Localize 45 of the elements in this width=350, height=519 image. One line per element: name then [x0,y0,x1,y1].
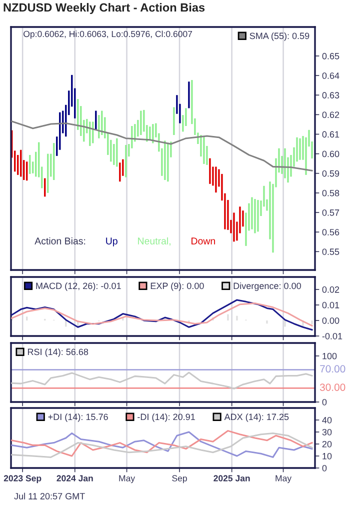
y-tick-label: 0.65 [322,52,340,60]
x-tick-label: Sep [172,475,187,484]
y-tick-label: 0.62 [322,112,340,118]
ref-line-label: 70.00 [320,365,346,373]
legend-label: -DI (14): 20.91 [138,413,195,422]
y-tick-label: 0.64 [322,72,340,79]
text: Jul 11 20:57 GMT [14,492,85,500]
legend-label: SMA (55): 0.59 [250,32,310,41]
x-tick-label: 2024 Jan [56,475,93,482]
y-tick-label: 30 [322,428,332,436]
x-tick-label: 2025 Jan [214,475,250,482]
x-tick-label: May [276,475,292,484]
legend-label: RSI (14): 56.68 [28,348,88,357]
y-tick-label: -0.01 [322,332,342,340]
y-tick-label: 0.60 [322,150,340,158]
x-tick-label: May [119,475,136,484]
chart-title: NZDUSD Weekly Chart - Action Bias [4,3,205,14]
y-tick-label: 0.01 [322,302,340,308]
y-tick-label: 100 [322,352,337,360]
y-tick-label: 0.63 [322,92,340,98]
series-label: Down [192,238,215,244]
y-tick-label: 40 [322,416,332,424]
y-tick-label: 0.59 [322,170,340,177]
y-tick-label: 10 [322,452,332,460]
legend-label: +DI (14): 15.76 [48,413,108,422]
y-tick-label: 0.02 [322,286,340,293]
ref-line-label: 30.00 [320,384,346,391]
x-tick-label: 2023 Sep [4,475,42,484]
y-tick-label: 0.58 [322,190,340,196]
y-tick-label: 0 [322,398,327,406]
y-tick-label: 0.00 [322,317,340,324]
y-tick-label: 20 [322,440,332,448]
y-tick-label: 0.61 [322,131,340,138]
legend-title: Action Bias: [34,237,86,244]
y-tick-label: 0.56 [322,229,340,236]
legend-label: EXP (9): 0.00 [150,282,204,291]
text: Neutral, [138,237,170,246]
text: Up [106,238,118,246]
annotation: Op:0.6062, Hi:0.6063, Lo:0.5976, Cl:0.6007 [24,30,192,39]
y-tick-label: 0 [322,464,327,472]
legend-label: Divergence: 0.00 [234,282,301,291]
legend-label: ADX (14): 17.25 [224,413,289,422]
y-tick-label: 0.57 [322,209,340,216]
y-tick-label: 0.55 [322,248,340,255]
legend-label: MACD (12, 26): -0.01 [36,282,121,291]
